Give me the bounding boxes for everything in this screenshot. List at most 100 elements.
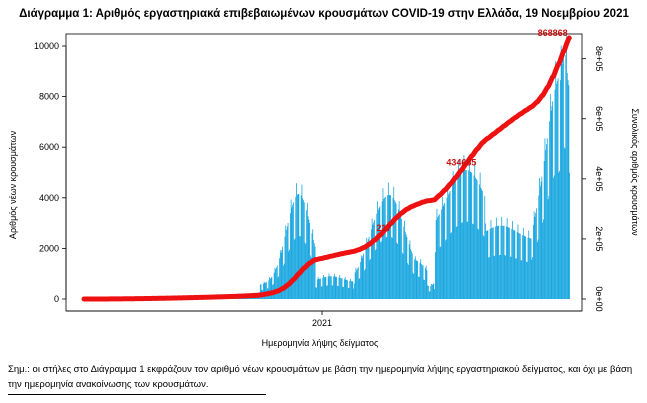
bar xyxy=(285,225,287,299)
bar xyxy=(381,241,382,299)
bar xyxy=(546,138,548,299)
bar xyxy=(348,287,350,299)
bar xyxy=(394,200,395,299)
bar xyxy=(522,227,524,299)
bar xyxy=(347,287,349,299)
bar xyxy=(347,280,348,299)
bar xyxy=(364,269,366,299)
y2-tick-label: 2e+05 xyxy=(594,226,604,251)
bar xyxy=(546,144,547,299)
bar xyxy=(475,177,476,299)
bar xyxy=(330,276,332,299)
y-axis-right: 0e+00 2e+05 4e+05 6e+05 8e+05 xyxy=(581,46,604,312)
bar xyxy=(543,219,544,299)
bar xyxy=(449,191,451,299)
bar xyxy=(419,262,421,299)
bar xyxy=(563,147,565,299)
bar xyxy=(270,277,272,299)
bar xyxy=(430,286,432,299)
bar xyxy=(553,177,554,299)
bar xyxy=(317,276,319,299)
bar xyxy=(473,175,475,299)
bar xyxy=(362,255,364,299)
bar xyxy=(377,201,378,299)
bar xyxy=(512,221,513,299)
bar xyxy=(265,282,267,299)
bar xyxy=(349,280,351,299)
bar xyxy=(283,265,284,299)
bar xyxy=(370,229,372,299)
bar xyxy=(316,287,317,299)
bar xyxy=(368,236,370,299)
bar xyxy=(302,198,304,299)
bar xyxy=(325,276,327,299)
bar xyxy=(398,201,400,299)
bar xyxy=(298,194,300,299)
bar xyxy=(386,236,388,299)
bar xyxy=(355,267,357,299)
bar xyxy=(536,208,537,299)
bar xyxy=(447,183,449,299)
bar xyxy=(334,276,336,299)
bar xyxy=(567,80,569,300)
bar xyxy=(488,257,490,299)
bar xyxy=(466,221,468,299)
bar xyxy=(468,170,469,299)
bar xyxy=(357,268,358,299)
bar xyxy=(475,178,477,299)
bar xyxy=(565,55,567,299)
bar xyxy=(448,192,450,299)
bar xyxy=(534,216,536,299)
bar xyxy=(420,259,422,299)
bar xyxy=(418,276,419,299)
chart-title: Διάγραμμα 1: Αριθμός εργαστηριακά επιβεβ… xyxy=(19,8,629,20)
bar xyxy=(421,264,423,299)
bar xyxy=(379,206,381,299)
bar xyxy=(435,219,437,299)
bar xyxy=(561,63,563,299)
bar xyxy=(462,222,463,299)
bar xyxy=(343,286,344,299)
bar xyxy=(516,232,518,299)
bar xyxy=(313,240,314,299)
bar xyxy=(480,187,482,299)
bar xyxy=(504,255,506,299)
bar xyxy=(495,217,497,299)
bar xyxy=(455,226,457,299)
bar xyxy=(283,263,285,299)
bar xyxy=(404,220,405,299)
x-axis: 2021 xyxy=(66,310,582,328)
bar xyxy=(286,226,288,299)
bar xyxy=(517,224,519,299)
bar xyxy=(308,219,310,299)
bar xyxy=(372,224,374,299)
bar xyxy=(410,249,412,299)
bar xyxy=(408,264,409,299)
bar xyxy=(526,261,528,299)
bar xyxy=(284,236,286,299)
bar xyxy=(421,264,422,299)
bar xyxy=(418,276,420,299)
bar xyxy=(360,262,361,299)
bar xyxy=(397,209,399,299)
bar xyxy=(542,222,544,299)
bar xyxy=(408,244,410,299)
bar xyxy=(489,228,491,299)
bar xyxy=(365,246,367,299)
bar xyxy=(293,239,295,299)
bar xyxy=(491,228,493,299)
bar xyxy=(521,260,523,299)
bar xyxy=(395,203,397,299)
bar xyxy=(514,230,516,299)
bar xyxy=(321,286,323,299)
annotation-label: 868868 xyxy=(538,28,568,38)
bar xyxy=(320,286,322,299)
bar xyxy=(445,239,447,299)
bar xyxy=(311,233,313,299)
bar xyxy=(287,222,289,299)
bar xyxy=(340,278,342,299)
bar xyxy=(445,240,446,299)
bar xyxy=(441,197,443,299)
bar xyxy=(472,223,473,299)
bar xyxy=(497,225,499,299)
